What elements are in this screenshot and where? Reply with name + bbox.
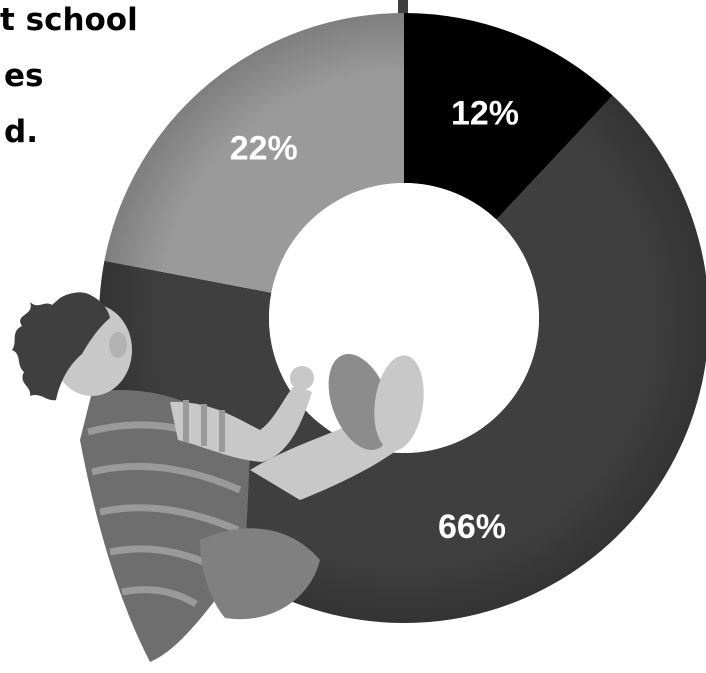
slice-label-2: 66% <box>438 508 506 546</box>
child-hair <box>12 292 110 401</box>
child-ear <box>109 332 127 358</box>
sleeve-stripes <box>183 400 225 452</box>
caption-line-3: d. <box>4 114 38 150</box>
slice-label-3: 22% <box>230 129 298 167</box>
slice-label-1: 12% <box>451 94 519 132</box>
child-climbing-illustration <box>12 292 424 662</box>
caption-line-2: es <box>4 58 44 94</box>
caption-line-1: t school <box>0 2 138 38</box>
chart-pointer-stub <box>398 0 408 16</box>
child-shorts <box>200 528 320 620</box>
slice-labels: 12% 66% 22% <box>230 94 519 546</box>
child-hand <box>290 366 314 390</box>
child-shoe-front <box>374 355 424 451</box>
